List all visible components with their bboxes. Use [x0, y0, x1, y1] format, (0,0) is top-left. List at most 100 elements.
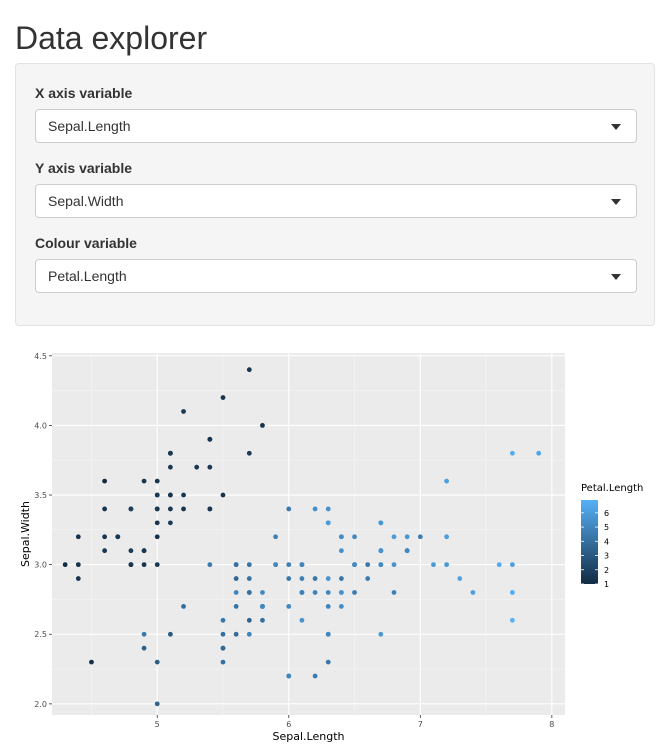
x-axis-title: Sepal.Length	[273, 730, 345, 743]
chevron-down-icon	[611, 199, 621, 205]
data-point	[167, 506, 173, 512]
data-point	[496, 562, 502, 568]
data-point	[181, 409, 186, 414]
data-point	[260, 423, 265, 428]
data-point	[391, 590, 397, 595]
plot-grid	[52, 353, 565, 715]
data-point	[299, 617, 305, 623]
y-tick-label: 3.5	[34, 491, 47, 500]
data-point	[75, 576, 81, 581]
data-point	[233, 590, 239, 595]
page-title: Data explorer	[15, 20, 208, 56]
data-point	[233, 562, 239, 568]
data-point	[286, 562, 292, 568]
data-point	[391, 562, 397, 568]
data-point	[154, 506, 160, 512]
data-point	[260, 604, 265, 609]
data-point	[286, 506, 292, 512]
data-point	[141, 562, 147, 568]
data-point	[246, 590, 252, 595]
data-point	[378, 562, 384, 568]
data-point	[167, 464, 173, 470]
data-point	[233, 631, 239, 637]
data-point	[154, 534, 160, 540]
data-point	[260, 590, 265, 595]
plot-axes: 5 6 7 8 2.0 2.5 3.0 3.5 4.0 4.5	[34, 352, 554, 729]
data-point	[286, 604, 292, 609]
data-point	[181, 492, 186, 498]
colour-variable-label: Colour variable	[35, 235, 137, 251]
scatter-plot: 5 6 7 8 2.0 2.5 3.0 3.5 4.0 4.5 Sepal.Length Sepa…	[19, 352, 643, 743]
colour-variable-select[interactable]: Petal.Length	[35, 259, 637, 293]
colour-legend: Petal.Length 1 2 3 4 5 6	[581, 483, 643, 589]
x-tick-label: 7	[418, 720, 423, 729]
data-point	[509, 562, 515, 568]
legend-tick-label: 4	[604, 537, 609, 546]
data-point	[75, 534, 81, 540]
data-point	[378, 631, 384, 637]
legend-ticks: 1 2 3 4 5 6	[581, 509, 609, 589]
data-point	[417, 534, 423, 540]
data-point	[89, 659, 94, 665]
data-point	[246, 367, 252, 373]
data-point	[312, 673, 318, 679]
data-point	[509, 617, 515, 623]
data-point	[220, 659, 226, 665]
data-point	[102, 478, 108, 484]
data-point	[167, 492, 173, 498]
data-point	[299, 562, 305, 568]
data-point	[167, 631, 173, 637]
legend-tick-label: 6	[604, 509, 609, 518]
data-point	[444, 534, 450, 540]
data-point	[141, 645, 147, 651]
data-point	[338, 576, 344, 581]
data-point	[286, 673, 292, 679]
y-tick-label: 3.0	[34, 561, 47, 570]
data-point	[299, 590, 305, 595]
y-axis-variable-select[interactable]: Sepal.Width	[35, 184, 637, 218]
data-point	[141, 631, 147, 637]
data-point	[404, 534, 410, 540]
data-point	[154, 478, 160, 484]
data-point	[273, 534, 279, 540]
data-point	[365, 576, 371, 581]
y-axis-variable-value: Sepal.Width	[48, 193, 124, 209]
legend-tick-label: 2	[604, 566, 609, 575]
data-point	[181, 604, 186, 609]
data-point	[167, 450, 173, 456]
colour-variable-value: Petal.Length	[48, 268, 127, 284]
data-point	[194, 464, 200, 470]
x-axis-variable-value: Sepal.Length	[48, 118, 131, 134]
data-point	[220, 617, 226, 623]
plot-points	[62, 367, 542, 707]
data-point	[154, 659, 160, 665]
data-point	[325, 631, 331, 637]
data-point	[338, 548, 344, 554]
legend-tick-label: 1	[604, 580, 609, 589]
data-point	[102, 548, 108, 554]
data-point	[181, 506, 186, 512]
x-axis-variable-select[interactable]: Sepal.Length	[35, 109, 637, 143]
data-point	[207, 506, 213, 512]
data-point	[378, 520, 384, 526]
data-point	[75, 562, 81, 568]
data-point	[62, 562, 68, 568]
data-point	[233, 576, 239, 581]
data-point	[509, 590, 515, 595]
data-point	[246, 631, 252, 637]
data-point	[128, 506, 134, 512]
data-point	[352, 590, 357, 595]
data-point	[404, 548, 410, 554]
y-axis-title: Sepal.Width	[19, 501, 32, 567]
data-point	[338, 590, 344, 595]
data-point	[391, 534, 397, 540]
x-tick-label: 5	[155, 720, 160, 729]
y-tick-label: 2.0	[34, 700, 47, 709]
data-point	[102, 534, 108, 540]
data-point	[233, 604, 239, 609]
data-point	[207, 436, 213, 442]
data-point	[273, 562, 279, 568]
data-point	[338, 534, 344, 540]
controls-panel: X axis variable Sepal.Length Y axis vari…	[15, 63, 655, 326]
data-point	[378, 548, 384, 554]
